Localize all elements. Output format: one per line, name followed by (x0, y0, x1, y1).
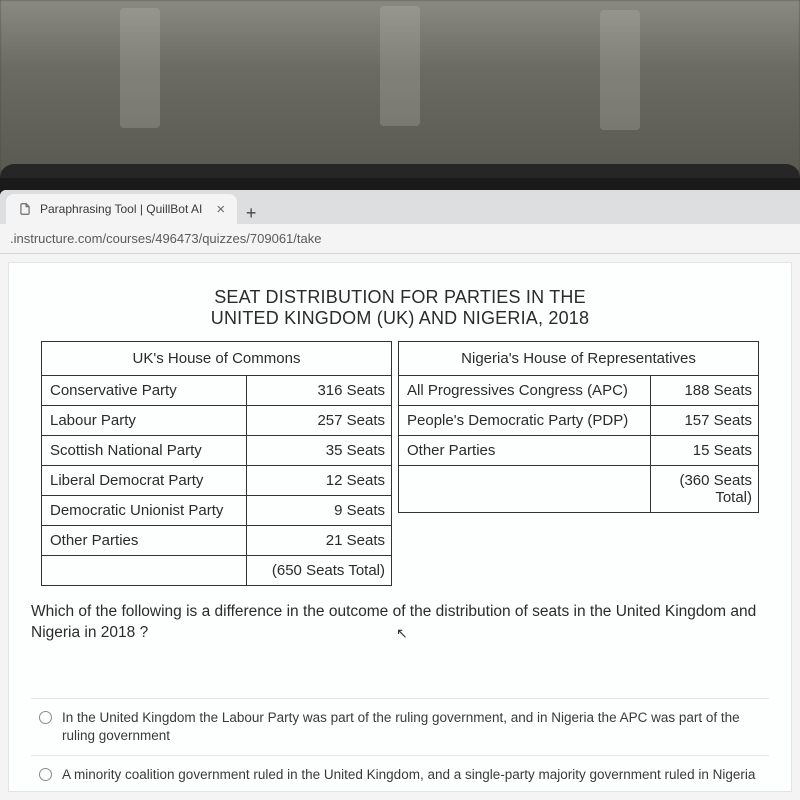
page-icon (18, 202, 32, 216)
tables-row: UK's House of Commons Conservative Party… (31, 341, 769, 586)
answer-option[interactable]: In the United Kingdom the Labour Party w… (31, 698, 769, 755)
answer-option[interactable]: A minority coalition government ruled in… (31, 755, 769, 792)
empty-cell (399, 466, 651, 513)
background-shapes (0, 0, 800, 170)
uk-table: UK's House of Commons Conservative Party… (41, 341, 392, 586)
close-icon[interactable]: × (216, 201, 225, 218)
party-cell: Conservative Party (42, 376, 247, 406)
seats-cell: 35 Seats (247, 436, 392, 466)
seats-cell: 257 Seats (247, 406, 392, 436)
seats-cell: 12 Seats (247, 466, 392, 496)
browser-window: Paraphrasing Tool | QuillBot AI × + .ins… (0, 190, 800, 800)
browser-tab[interactable]: Paraphrasing Tool | QuillBot AI × (6, 194, 237, 224)
url-text: .instructure.com/courses/496473/quizzes/… (10, 231, 321, 246)
option-text: A minority coalition government ruled in… (62, 766, 755, 784)
total-cell: (360 Seats Total) (651, 466, 759, 513)
party-cell: Democratic Unionist Party (42, 496, 247, 526)
address-bar[interactable]: .instructure.com/courses/496473/quizzes/… (0, 224, 800, 254)
title-line-1: SEAT DISTRIBUTION FOR PARTIES IN THE (31, 287, 769, 308)
empty-cell (42, 556, 247, 586)
table-total-row: (650 Seats Total) (42, 556, 392, 586)
tab-bar: Paraphrasing Tool | QuillBot AI × + (0, 190, 800, 224)
table-row: Labour Party257 Seats (42, 406, 392, 436)
nigeria-table: Nigeria's House of Representatives All P… (398, 341, 759, 513)
quiz-content: SEAT DISTRIBUTION FOR PARTIES IN THE UNI… (8, 262, 792, 792)
nigeria-table-header: Nigeria's House of Representatives (399, 342, 759, 376)
party-cell: Labour Party (42, 406, 247, 436)
seats-cell: 157 Seats (651, 406, 759, 436)
question-text: Which of the following is a difference i… (31, 602, 769, 644)
table-row: Other Parties15 Seats (399, 436, 759, 466)
seats-cell: 15 Seats (651, 436, 759, 466)
table-row: Liberal Democrat Party12 Seats (42, 466, 392, 496)
total-cell: (650 Seats Total) (247, 556, 392, 586)
answer-options: In the United Kingdom the Labour Party w… (31, 698, 769, 792)
table-row: People's Democratic Party (PDP)157 Seats (399, 406, 759, 436)
seats-cell: 9 Seats (247, 496, 392, 526)
table-row: Scottish National Party35 Seats (42, 436, 392, 466)
tab-title: Paraphrasing Tool | QuillBot AI (40, 202, 202, 216)
seats-cell: 21 Seats (247, 526, 392, 556)
party-cell: Scottish National Party (42, 436, 247, 466)
party-cell: Liberal Democrat Party (42, 466, 247, 496)
table-row: All Progressives Congress (APC)188 Seats (399, 376, 759, 406)
radio-icon[interactable] (39, 768, 52, 781)
cursor-icon: ↖ (396, 624, 408, 643)
uk-table-header: UK's House of Commons (42, 342, 392, 376)
party-cell: People's Democratic Party (PDP) (399, 406, 651, 436)
seats-cell: 188 Seats (651, 376, 759, 406)
table-row: Democratic Unionist Party9 Seats (42, 496, 392, 526)
party-cell: All Progressives Congress (APC) (399, 376, 651, 406)
new-tab-button[interactable]: + (237, 203, 265, 224)
question-body: Which of the following is a difference i… (31, 603, 756, 641)
party-cell: Other Parties (42, 526, 247, 556)
title-line-2: UNITED KINGDOM (UK) AND NIGERIA, 2018 (31, 308, 769, 329)
radio-icon[interactable] (39, 711, 52, 724)
seats-cell: 316 Seats (247, 376, 392, 406)
table-title: SEAT DISTRIBUTION FOR PARTIES IN THE UNI… (31, 287, 769, 329)
table-row: Other Parties21 Seats (42, 526, 392, 556)
option-text: In the United Kingdom the Labour Party w… (62, 709, 761, 745)
table-total-row: (360 Seats Total) (399, 466, 759, 513)
party-cell: Other Parties (399, 436, 651, 466)
table-row: Conservative Party316 Seats (42, 376, 392, 406)
